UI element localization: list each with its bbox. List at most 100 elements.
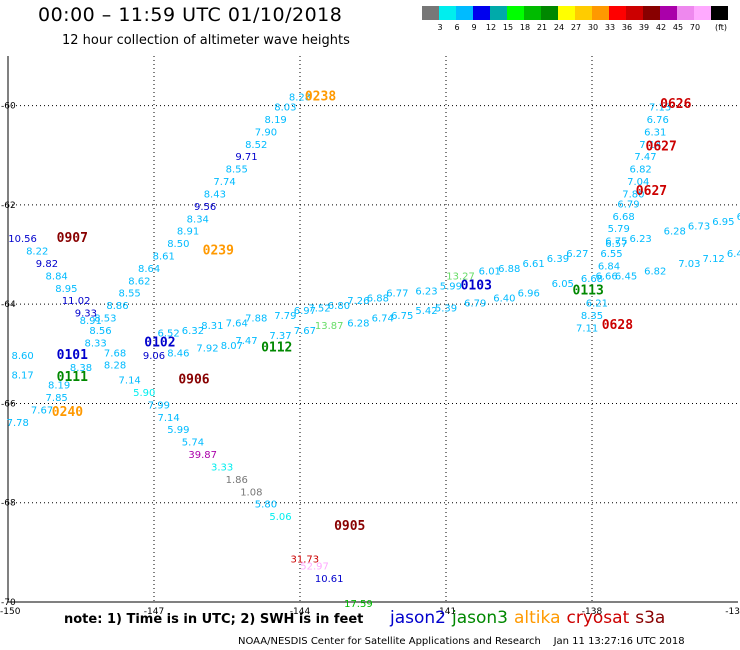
- color-scale-swatch: [592, 6, 609, 20]
- pass-time-label: 0101: [57, 348, 88, 363]
- wave-height-value: 31.73: [291, 554, 320, 565]
- lon-tick-label: -150: [0, 607, 21, 617]
- color-scale-tick: 24: [553, 23, 565, 32]
- color-scale-swatch: [711, 6, 728, 20]
- wave-height-value: 6.79: [464, 299, 486, 310]
- wave-height-value: 8.46: [167, 348, 189, 359]
- wave-height-value: 7.79: [274, 311, 296, 322]
- pass-time-label: 0111: [57, 370, 88, 385]
- lon-tick-label: -144: [290, 607, 311, 617]
- wave-height-value: 7.11: [576, 323, 598, 334]
- wave-height-value: 7.14: [639, 140, 661, 151]
- wave-height-value: 7.80: [622, 189, 644, 200]
- wave-height-value: 7.68: [104, 348, 126, 359]
- wave-height-value: 9.82: [36, 259, 58, 270]
- lon-tick-label: -147: [144, 607, 164, 617]
- pass-time-label: 0627: [636, 184, 667, 199]
- color-scale-swatch: [660, 6, 677, 20]
- credits-footer: NOAA/NESDIS Center for Satellite Applica…: [238, 636, 685, 647]
- pass-time-label: 0626: [660, 97, 691, 112]
- wave-height-value: 6.23: [630, 234, 652, 245]
- wave-height-value: 8.56: [89, 326, 111, 337]
- wave-height-value: 13.87: [315, 321, 344, 332]
- wave-height-value: 6.52: [157, 328, 179, 339]
- lat-tick-label: -64: [1, 300, 16, 310]
- wave-height-value: 6.68: [613, 212, 635, 223]
- color-scale-tick: 9: [471, 23, 477, 32]
- wave-height-value: 8.17: [11, 371, 33, 382]
- pass-time-label: 0628: [602, 318, 633, 333]
- wave-height-value: 7.99: [148, 400, 170, 411]
- wave-height-value: 6.27: [566, 249, 588, 260]
- wave-height-value: 6.75: [605, 237, 627, 248]
- wave-height-value: 7.67: [31, 405, 53, 416]
- map-subtitle: 12 hour collection of altimeter wave hei…: [62, 33, 350, 48]
- wave-height-value: 5.06: [269, 512, 291, 523]
- wave-height-value: 7.78: [7, 418, 29, 429]
- wave-height-value: 8.50: [167, 239, 189, 250]
- wave-height-value: 7.26: [347, 296, 369, 307]
- wave-height-value: 11.02: [62, 296, 91, 307]
- wave-height-value: 5.79: [608, 224, 630, 235]
- wave-height-value: 6.01: [479, 266, 501, 277]
- lat-tick-label: -66: [1, 399, 16, 409]
- wave-height-value: 6.88: [367, 294, 389, 305]
- wave-height-value: 8.62: [128, 276, 150, 287]
- wave-height-value: 6.45: [727, 249, 740, 260]
- wave-height-value: 10.56: [8, 234, 37, 245]
- wave-height-value: 7.14: [119, 376, 141, 387]
- wave-height-value: 8.07: [221, 341, 243, 352]
- wave-height-value: 8.19: [265, 115, 287, 126]
- wave-height-value: 5.74: [182, 438, 204, 449]
- color-scale-tick: 42: [655, 23, 667, 32]
- lat-tick-label: -62: [1, 201, 16, 211]
- wave-height-value: 5.99: [440, 281, 462, 292]
- pass-time-label: 0905: [334, 519, 365, 534]
- color-scale-tick: 18: [519, 23, 531, 32]
- wave-height-value: 8.95: [55, 284, 77, 295]
- pass-time-label: 0103: [461, 278, 492, 293]
- wave-height-value: 6.05: [552, 279, 574, 290]
- wave-height-value: 6.84: [598, 261, 620, 272]
- wave-height-value: 6.55: [600, 249, 622, 260]
- pass-time-label: 0238: [305, 90, 336, 105]
- lat-tick-label: -68: [1, 499, 16, 509]
- wave-height-value: 6.28: [347, 319, 369, 330]
- wave-height-value: 8.86: [106, 301, 128, 312]
- wave-height-value: 6.97: [294, 306, 316, 317]
- wave-height-value: 7.88: [245, 314, 267, 325]
- wave-height-value: 7.14: [157, 413, 179, 424]
- wave-height-value: 7.13: [649, 103, 671, 114]
- color-scale-tick: 15: [502, 23, 514, 32]
- color-scale-tick: 21: [536, 23, 548, 32]
- pass-time-label: 0113: [573, 283, 604, 298]
- map-title: 00:00 – 11:59 UTC 01/10/2018: [38, 4, 343, 26]
- color-scale-tick: 6: [454, 23, 460, 32]
- wave-height-value: 7.37: [269, 331, 291, 342]
- wave-height-value: 17.59: [344, 599, 373, 610]
- wave-height-value: 8.19: [48, 381, 70, 392]
- wave-height-value: 6.95: [712, 217, 734, 228]
- wave-height-value: 3.33: [211, 462, 233, 473]
- wave-height-value: 6.45: [615, 271, 637, 282]
- wave-height-value: 6.31: [644, 127, 666, 138]
- wave-height-value: 6.75: [391, 311, 413, 322]
- color-scale-tick: 12: [485, 23, 497, 32]
- color-scale-swatch: [677, 6, 694, 20]
- wave-height-value: 8.55: [119, 289, 141, 300]
- wave-height-value: 8.31: [201, 321, 223, 332]
- wave-height-value: 6.66: [595, 271, 617, 282]
- wave-height-value: 8.03: [274, 103, 296, 114]
- wave-height-value: 9.56: [194, 202, 216, 213]
- wave-height-value: 8.43: [204, 189, 226, 200]
- color-scale-swatch: [456, 6, 473, 20]
- wave-height-value: 6.74: [372, 314, 394, 325]
- wave-height-value: 6.21: [586, 299, 608, 310]
- wave-height-value: 8.22: [26, 247, 48, 258]
- color-scale-swatch: [694, 6, 711, 20]
- color-scale-swatch: [575, 6, 592, 20]
- wave-height-value: 7.85: [46, 393, 68, 404]
- wave-height-value: 6.68: [581, 274, 603, 285]
- legend-cryosat: cryosat: [566, 608, 630, 628]
